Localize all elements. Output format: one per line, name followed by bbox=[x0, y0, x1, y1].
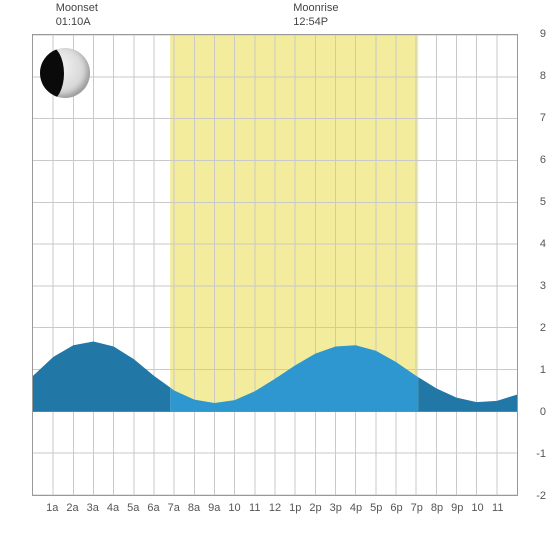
moon-phase-icon bbox=[40, 48, 90, 98]
moonrise-title: Moonrise bbox=[293, 2, 338, 16]
y-axis-labels: -2-10123456789 bbox=[522, 34, 546, 496]
moonset-time: 01:10A bbox=[56, 16, 98, 30]
moonrise-time: 12:54P bbox=[293, 16, 338, 30]
y-tick-label: -2 bbox=[536, 490, 546, 502]
tide-chart: Moonset 01:10A Moonrise 12:54P -2-101234… bbox=[0, 0, 550, 550]
x-tick-label: 11 bbox=[492, 502, 503, 514]
plot-svg bbox=[33, 35, 517, 495]
y-tick-label: 7 bbox=[540, 112, 546, 124]
x-tick-label: 10 bbox=[471, 502, 483, 514]
plot-area bbox=[32, 34, 518, 496]
x-axis-labels: 1a 2a 3a 4a 5a 6a 7a 8a 9a 10 11 12 1p 2p 3p 4p 5p 6p 7p 8p… bbox=[32, 502, 518, 522]
x-tick-label: 9a bbox=[208, 502, 220, 514]
x-tick-label: 8a bbox=[188, 502, 200, 514]
x-tick-label: 4p bbox=[350, 502, 362, 514]
x-tick-label: 6p bbox=[390, 502, 402, 514]
x-tick-label: 12 bbox=[269, 502, 281, 514]
x-tick-label: 10 bbox=[228, 502, 240, 514]
moon-shadow bbox=[40, 48, 64, 98]
x-tick-label: 5p bbox=[370, 502, 382, 514]
x-tick-label: 2a bbox=[66, 502, 78, 514]
y-tick-label: 3 bbox=[540, 280, 546, 292]
y-tick-label: 4 bbox=[540, 238, 546, 250]
moonrise-label: Moonrise 12:54P bbox=[293, 2, 338, 30]
x-tick-label: 8p bbox=[431, 502, 443, 514]
y-tick-label: 0 bbox=[540, 406, 546, 418]
x-tick-label: 7p bbox=[411, 502, 423, 514]
x-tick-label: 4a bbox=[107, 502, 119, 514]
y-tick-label: 2 bbox=[540, 322, 546, 334]
y-tick-label: 5 bbox=[540, 196, 546, 208]
x-tick-label: 9p bbox=[451, 502, 463, 514]
x-tick-label: 6a bbox=[147, 502, 159, 514]
x-tick-label: 3p bbox=[330, 502, 342, 514]
y-tick-label: 9 bbox=[540, 28, 546, 40]
y-tick-label: 8 bbox=[540, 70, 546, 82]
x-tick-label: 1p bbox=[289, 502, 301, 514]
x-tick-label: 2p bbox=[309, 502, 321, 514]
x-tick-label: 7a bbox=[168, 502, 180, 514]
y-tick-label: 1 bbox=[540, 364, 546, 376]
x-tick-label: 11 bbox=[249, 502, 260, 514]
x-tick-label: 1a bbox=[46, 502, 58, 514]
x-tick-label: 3a bbox=[87, 502, 99, 514]
moonset-label: Moonset 01:10A bbox=[56, 2, 98, 30]
y-tick-label: -1 bbox=[536, 448, 546, 460]
y-tick-label: 6 bbox=[540, 154, 546, 166]
moonset-title: Moonset bbox=[56, 2, 98, 16]
x-tick-label: 5a bbox=[127, 502, 139, 514]
